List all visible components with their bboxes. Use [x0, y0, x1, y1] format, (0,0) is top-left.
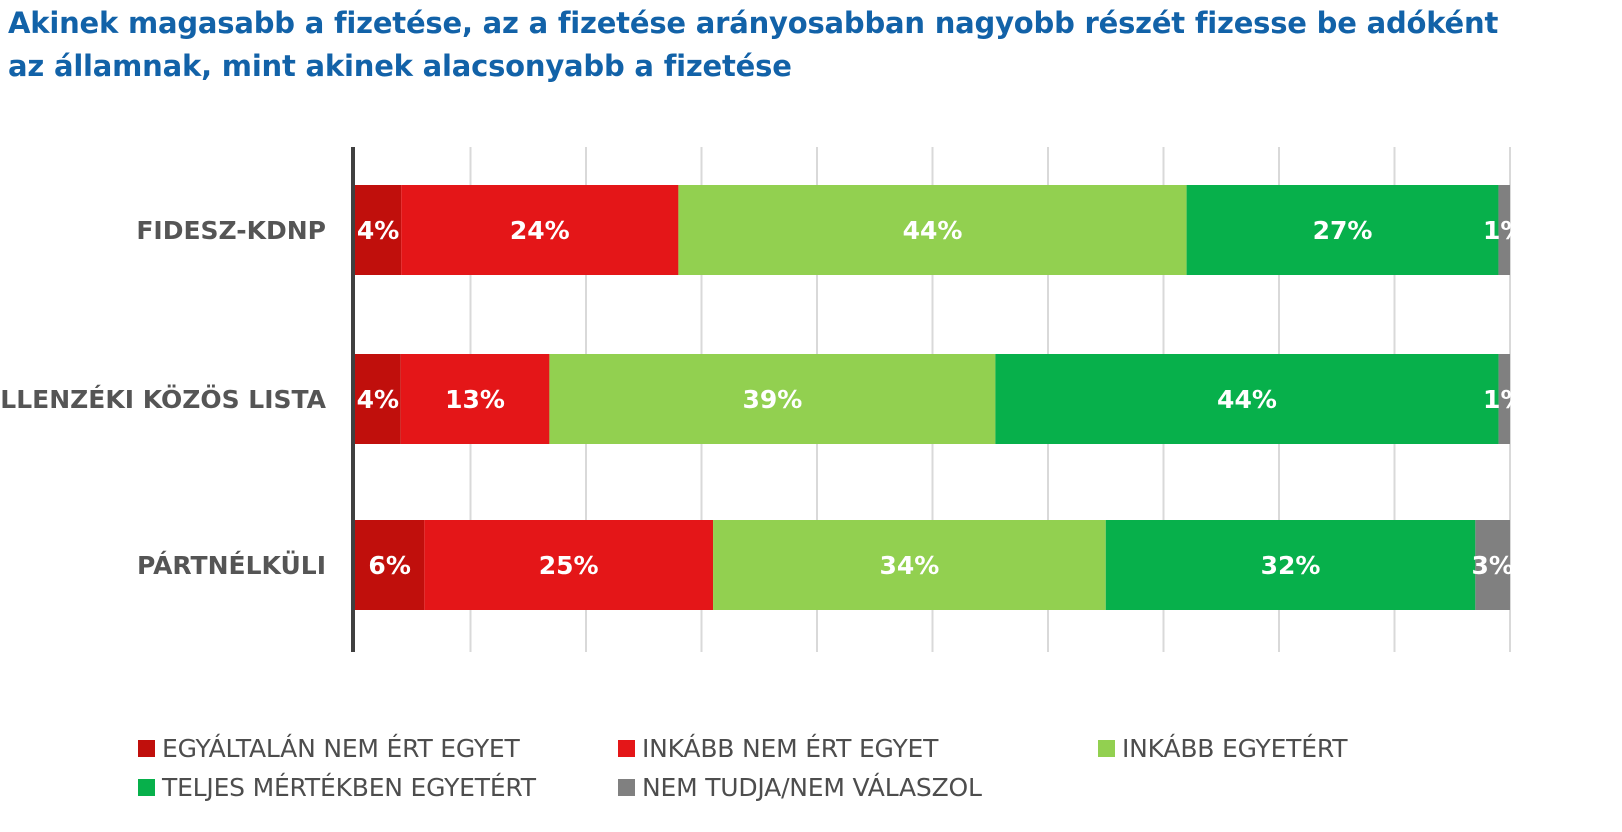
bar-segment-fidesz-kdnp-egyaltalan-nem-ert-egyet [355, 185, 402, 275]
stacked-bar-chart: FIDESZ-KDNP 4% 24% 44% 27% 1% ELLENZÉKI KÖZÖS … [0, 147, 1525, 652]
bar-segment-ellenzeki-kozos-lista-egyaltalan-nem-ert-egyet [355, 354, 401, 444]
category-label-fidesz-kdnp: FIDESZ-KDNP [136, 216, 326, 245]
legend-label: TELJES MÉRTÉKBEN EGYETÉRT [162, 773, 536, 802]
legend-label: INKÁBB EGYETÉRT [1122, 734, 1348, 763]
bar-segment-fidesz-kdnp-nem-tudja-nem-valaszol [1498, 185, 1510, 275]
legend-item-teljes-mertekben-egyetert: TELJES MÉRTÉKBEN EGYETÉRT [138, 773, 536, 802]
data-label: 6% [368, 551, 410, 580]
legend-swatch [618, 779, 635, 796]
data-label: 3% [1471, 551, 1513, 580]
data-label: 13% [445, 385, 505, 414]
legend-item-inkabb-nem-ert-egyet: INKÁBB NEM ÉRT EGYET [618, 734, 938, 763]
bar-segment-ellenzeki-kozos-lista-inkabb-egyetert [549, 354, 996, 444]
legend-item-nem-tudja-nem-valaszol: NEM TUDJA/NEM VÁLASZOL [618, 773, 982, 802]
data-label: 34% [879, 551, 939, 580]
legend-swatch [618, 740, 635, 757]
legend-label: NEM TUDJA/NEM VÁLASZOL [642, 773, 982, 802]
bar-segment-fidesz-kdnp-inkabb-egyetert [678, 185, 1187, 275]
legend-swatch [1098, 740, 1115, 757]
chart-legend: EGYÁLTALÁN NEM ÉRT EGYET INKÁBB NEM ÉRT E… [138, 734, 1347, 814]
bar-segment-partnelkuli-nem-tudja-nem-valaszol [1475, 520, 1510, 610]
data-label: 1% [1483, 385, 1525, 414]
data-label: 27% [1313, 216, 1373, 245]
category-label-ellenzeki-kozos-lista: ELLENZÉKI KÖZÖS LISTA [0, 384, 327, 414]
legend-swatch [138, 779, 155, 796]
data-label: 4% [357, 385, 399, 414]
bar-segment-fidesz-kdnp-inkabb-nem-ert-egyet [401, 185, 679, 275]
data-label: 44% [1217, 385, 1277, 414]
chart-title-line-1: Akinek magasabb a fizetése, az a fizetés… [8, 6, 1499, 40]
data-label: 24% [510, 216, 570, 245]
data-label: 1% [1483, 216, 1525, 245]
legend-swatch [138, 740, 155, 757]
bar-segment-partnelkuli-inkabb-nem-ert-egyet [424, 520, 714, 610]
bar-segment-ellenzeki-kozos-lista-nem-tudja-nem-valaszol [1498, 354, 1510, 444]
chart-title-line-2: az államnak, mint akinek alacsonyabb a f… [8, 49, 792, 83]
legend-label: INKÁBB NEM ÉRT EGYET [642, 734, 939, 763]
data-label: 44% [903, 216, 963, 245]
data-label: 32% [1261, 551, 1321, 580]
data-label: 39% [742, 385, 802, 414]
bar-segment-partnelkuli-egyaltalan-nem-ert-egyet [355, 520, 425, 610]
data-label: 25% [539, 551, 599, 580]
category-label-partnelkuli: PÁRTNÉLKÜLI [137, 550, 326, 580]
chart-title: Akinek magasabb a fizetése, az a fizetés… [8, 2, 1608, 88]
bar-segment-ellenzeki-kozos-lista-inkabb-nem-ert-egyet [400, 354, 550, 444]
bar-segment-fidesz-kdnp-teljes-mertekben-egyetert [1186, 185, 1499, 275]
legend-item-inkabb-egyetert: INKÁBB EGYETÉRT [1098, 734, 1347, 763]
bar-segment-partnelkuli-inkabb-egyetert [713, 520, 1106, 610]
legend-label: EGYÁLTALÁN NEM ÉRT EGYET [162, 734, 520, 763]
data-label: 4% [357, 216, 399, 245]
bar-segment-partnelkuli-teljes-mertekben-egyetert [1105, 520, 1476, 610]
bar-segment-ellenzeki-kozos-lista-teljes-mertekben-egyetert [995, 354, 1499, 444]
legend-item-egyaltalan-nem-ert-egyet: EGYÁLTALÁN NEM ÉRT EGYET [138, 734, 520, 763]
